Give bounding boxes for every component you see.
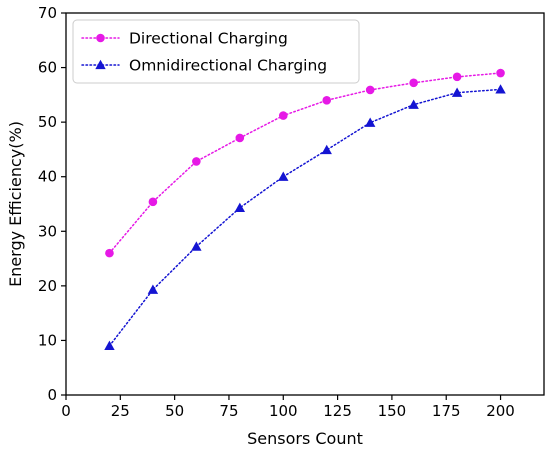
data-point <box>321 144 332 155</box>
legend-label: Directional Charging <box>129 30 288 48</box>
y-axis-label: Energy Efficiency(%) <box>6 121 25 287</box>
x-tick-label: 25 <box>111 402 130 420</box>
data-point <box>105 248 114 258</box>
series-line <box>108 88 502 347</box>
y-tick-label: 10 <box>38 331 57 349</box>
y-tick-label: 0 <box>47 386 57 404</box>
series-directional-charging <box>105 68 505 258</box>
data-point <box>365 85 375 95</box>
data-point <box>451 87 463 97</box>
y-tick-label: 30 <box>38 222 57 240</box>
y-tick-label: 50 <box>38 113 57 131</box>
data-point <box>322 96 332 105</box>
x-tick-label: 50 <box>165 402 184 420</box>
data-point <box>235 133 245 143</box>
series-line <box>108 72 502 254</box>
y-tick-label: 20 <box>38 277 57 295</box>
x-axis-label: Sensors Count <box>247 429 363 448</box>
legend-box <box>72 19 360 84</box>
data-point <box>496 68 505 78</box>
legend-marker <box>96 33 105 43</box>
data-point <box>278 171 289 181</box>
data-point <box>408 99 419 109</box>
legend-marker <box>95 59 106 70</box>
x-tick-label: 0 <box>61 402 71 420</box>
legend-entry: Directional Charging <box>81 30 288 48</box>
x-tick-label: 200 <box>486 402 515 420</box>
data-point <box>452 72 462 82</box>
data-point <box>234 202 246 212</box>
y-tick-label: 70 <box>38 4 57 22</box>
x-tick-label: 150 <box>378 402 407 420</box>
legend: Directional Charging Omnidirectional Char… <box>72 19 360 84</box>
x-tick-label: 125 <box>323 402 352 420</box>
data-point <box>147 284 159 294</box>
data-point <box>191 241 202 251</box>
y-tick-label: 60 <box>38 59 57 77</box>
x-tick-label: 75 <box>219 402 238 420</box>
data-point <box>192 157 201 166</box>
data-point <box>104 340 115 351</box>
data-point <box>409 78 418 88</box>
data-point <box>278 111 288 120</box>
legend-entry: Omnidirectional Charging <box>81 57 327 75</box>
y-axis: 0 10 20 30 40 50 60 70 <box>38 4 66 404</box>
x-tick-label: 175 <box>432 402 461 420</box>
legend-label: Omnidirectional Charging <box>129 57 327 75</box>
y-tick-label: 40 <box>38 168 57 186</box>
x-tick-label: 100 <box>269 402 298 420</box>
data-point <box>364 117 376 127</box>
data-point <box>148 197 158 207</box>
series-layer <box>104 68 506 351</box>
x-axis: 0 25 50 75 100 125 150 175 200 <box>61 395 515 420</box>
data-point <box>495 84 506 94</box>
series-omnidirectional-charging <box>104 84 506 351</box>
